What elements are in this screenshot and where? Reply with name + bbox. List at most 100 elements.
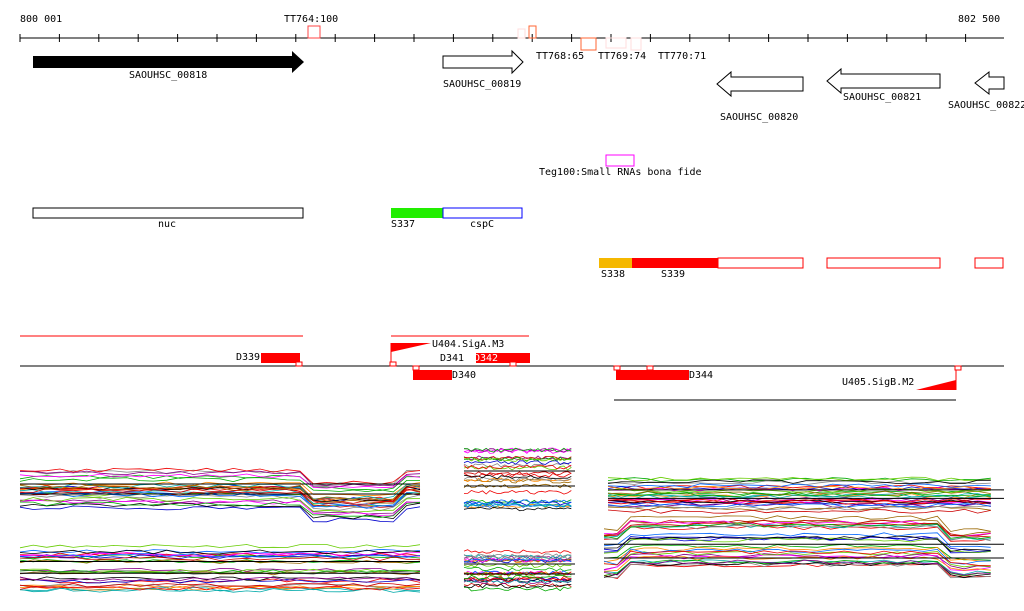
expression-trace	[603, 535, 991, 553]
expression-trace	[19, 467, 421, 485]
expression-trace	[603, 550, 991, 568]
s339-extension	[717, 257, 804, 269]
expression-trace	[19, 576, 421, 581]
terminator-mark	[528, 25, 537, 39]
expression-trace	[463, 455, 572, 461]
expression-trace	[607, 503, 991, 508]
expression-trace	[19, 554, 421, 560]
expression-trace	[603, 519, 991, 536]
expression-trace	[20, 501, 421, 518]
expression-trace	[607, 508, 991, 514]
expression-trace	[19, 469, 421, 487]
gene-arrow-00822	[974, 70, 1005, 96]
expression-trace	[463, 549, 572, 554]
expression-trace	[603, 524, 991, 542]
d341-label: D341	[440, 353, 465, 364]
expression-trace	[463, 447, 572, 453]
expression-trace	[463, 583, 572, 589]
srna-box	[605, 154, 635, 167]
terminator-mark	[580, 37, 597, 51]
segment-boundaries	[295, 361, 962, 371]
expression-trace	[607, 505, 991, 511]
d339-segment	[261, 353, 300, 363]
gene-label[interactable]: SAOUHSC_00818	[129, 70, 208, 81]
expression-trace	[463, 477, 572, 483]
expression-trace	[19, 496, 421, 513]
expression-trace	[19, 473, 421, 489]
expression-trace	[463, 557, 572, 563]
expression-trace	[19, 505, 421, 523]
gene-label[interactable]: SAOUHSC_00820	[720, 112, 799, 123]
gene-label[interactable]: SAOUHSC_00819	[443, 79, 522, 90]
expression-trace	[19, 488, 421, 505]
expression-trace	[607, 476, 991, 482]
expression-trace	[463, 563, 572, 568]
s339-feature	[632, 258, 718, 268]
cspC-label: cspC	[470, 219, 495, 230]
expression-trace	[607, 488, 991, 494]
expression-trace	[607, 498, 991, 504]
nuc-feature	[32, 207, 304, 219]
expression-trace	[607, 497, 991, 503]
expression-trace	[603, 550, 991, 566]
expression-trace	[603, 559, 991, 577]
s337-label: S337	[391, 219, 416, 230]
expression-trace	[19, 553, 421, 558]
expression-trace	[607, 492, 991, 497]
expression-trace	[603, 561, 991, 579]
expression-trace	[603, 537, 991, 554]
expression-trace	[463, 463, 572, 468]
s337-feature	[391, 208, 443, 218]
expression-trace	[463, 555, 572, 560]
expression-trace	[607, 479, 991, 485]
expression-trace	[603, 543, 991, 561]
terminator-label[interactable]: TT769:74	[598, 51, 647, 62]
expression-trace	[463, 553, 572, 559]
expression-trace	[463, 489, 572, 495]
srna-label[interactable]: Teg100:Small RNAs bona fide	[539, 167, 702, 178]
expression-trace	[463, 474, 572, 480]
terminator-mark	[517, 28, 526, 39]
expression-trace	[603, 559, 991, 575]
feature-box	[974, 257, 1004, 269]
expression-trace	[607, 485, 991, 491]
expression-trace	[603, 532, 991, 548]
axis-ticks	[19, 34, 967, 42]
expression-trace	[463, 582, 572, 588]
expression-trace	[603, 521, 991, 538]
gene-label[interactable]: SAOUHSC_00821	[843, 92, 922, 103]
expression-trace	[19, 474, 421, 492]
s338-label: S338	[601, 269, 626, 280]
expression-trace	[19, 569, 421, 574]
s338-feature	[599, 258, 632, 268]
expression-trace	[463, 499, 572, 505]
terminator-label[interactable]: TT768:65	[536, 51, 585, 62]
gene-arrow-00819	[442, 49, 524, 75]
d340-segment	[413, 370, 452, 380]
d339-label: D339	[236, 352, 261, 363]
feature-box	[826, 257, 941, 269]
expression-trace	[607, 480, 991, 486]
expression-trace	[463, 471, 572, 476]
terminator-mark	[630, 37, 642, 51]
expression-profiles	[19, 447, 1004, 593]
terminator-label[interactable]: TT764:100	[284, 14, 339, 25]
expression-trace	[19, 576, 421, 582]
gene-arrow-00818	[33, 51, 304, 73]
expression-trace	[19, 477, 420, 493]
expression-trace	[19, 549, 421, 555]
d340-label: D340	[452, 370, 477, 381]
terminator-mark	[605, 37, 627, 49]
expression-trace	[463, 447, 572, 453]
gene-label[interactable]: SAOUHSC_00822	[948, 100, 1024, 111]
terminator-label[interactable]: TT770:71	[658, 51, 707, 62]
expression-trace	[463, 464, 572, 470]
expression-trace	[463, 506, 572, 512]
expression-trace	[19, 556, 420, 562]
expression-trace	[19, 484, 421, 501]
expression-trace	[607, 483, 991, 488]
expression-trace	[463, 579, 572, 584]
expression-trace	[463, 586, 572, 592]
expression-trace	[19, 494, 421, 512]
